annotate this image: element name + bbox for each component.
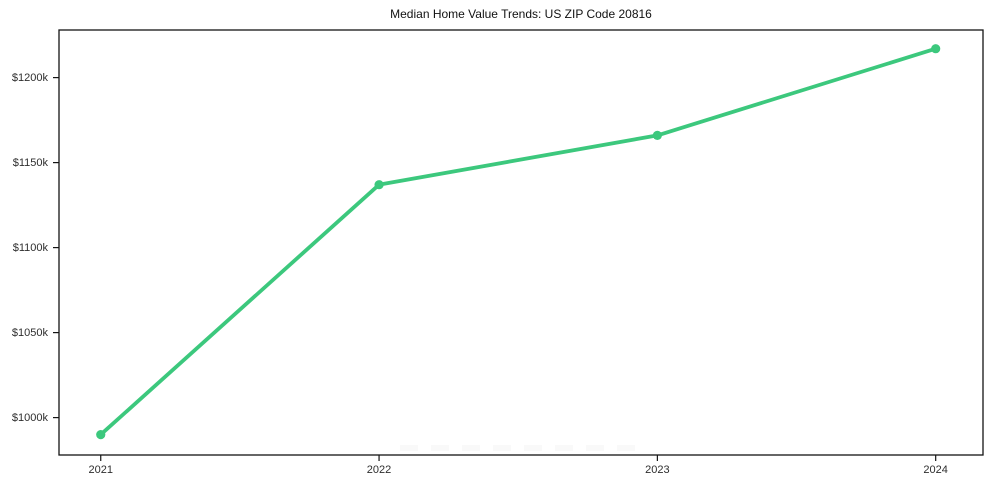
data-point-marker xyxy=(931,44,941,54)
chart-title: Median Home Value Trends: US ZIP Code 20… xyxy=(390,7,652,21)
x-tick-label: 2023 xyxy=(645,464,670,476)
y-tick-label: $1150k xyxy=(12,156,48,169)
data-point-marker xyxy=(652,130,662,140)
data-point-marker xyxy=(374,180,384,190)
y-tick-label: $1100k xyxy=(12,241,48,254)
y-tick-label: $1000k xyxy=(11,411,48,424)
x-tick-label: 2022 xyxy=(366,464,392,476)
x-tick-label: 2021 xyxy=(88,464,113,476)
plot-border xyxy=(58,29,984,456)
y-tick-label: $1200k xyxy=(11,71,48,84)
faint-watermark-artifact xyxy=(400,445,638,451)
y-tick-label: $1050k xyxy=(11,326,48,339)
x-tick-label: 2024 xyxy=(923,464,948,476)
data-point-marker xyxy=(96,430,106,440)
series-line xyxy=(98,46,938,437)
